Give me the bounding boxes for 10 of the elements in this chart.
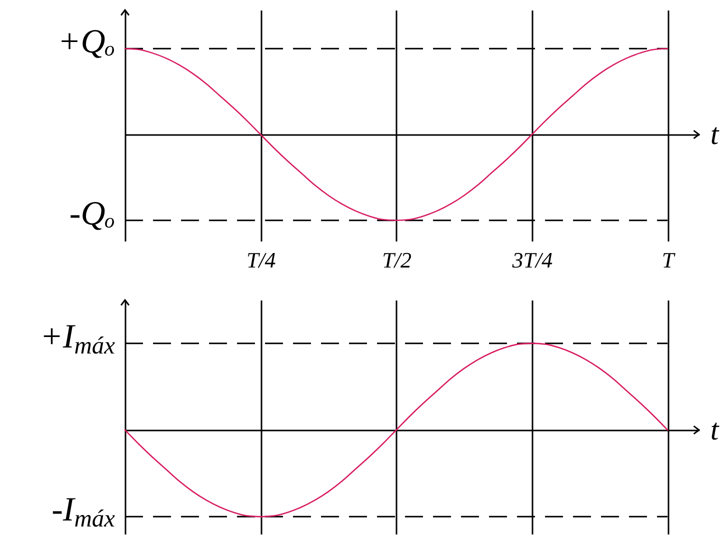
x-tick-label: T: [662, 248, 676, 272]
ref-line-label: +I$_{máx}$: [40, 318, 116, 360]
x-tick-label: T/2: [382, 248, 412, 272]
x-tick-label: 3T/4: [511, 248, 553, 272]
x-axis-title: t: [710, 414, 720, 446]
x-axis-title: t: [710, 118, 720, 152]
ref-line-label: -Qₒ: [69, 195, 115, 232]
ref-line-label: -I$_{máx}$: [52, 492, 116, 533]
x-tick-label: T/4: [246, 248, 276, 272]
ref-line-label: +Qₒ: [58, 24, 115, 61]
